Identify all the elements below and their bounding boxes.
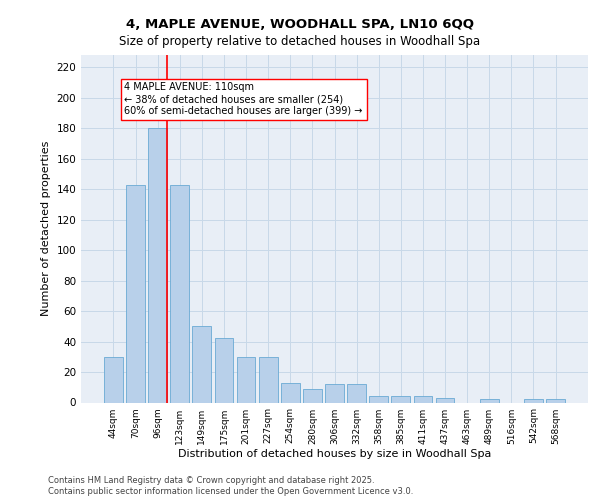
- Bar: [126, 184, 145, 402]
- Bar: [259, 357, 278, 403]
- Y-axis label: Number of detached properties: Number of detached properties: [41, 141, 51, 316]
- Bar: [281, 382, 299, 402]
- Bar: [104, 357, 123, 403]
- Bar: [391, 396, 410, 402]
- Text: 4 MAPLE AVENUE: 110sqm
← 38% of detached houses are smaller (254)
60% of semi-de: 4 MAPLE AVENUE: 110sqm ← 38% of detached…: [124, 82, 363, 116]
- Bar: [236, 357, 256, 403]
- Text: 4, MAPLE AVENUE, WOODHALL SPA, LN10 6QQ: 4, MAPLE AVENUE, WOODHALL SPA, LN10 6QQ: [126, 18, 474, 30]
- Bar: [303, 389, 322, 402]
- X-axis label: Distribution of detached houses by size in Woodhall Spa: Distribution of detached houses by size …: [178, 450, 491, 460]
- Bar: [524, 400, 543, 402]
- Text: Contains public sector information licensed under the Open Government Licence v3: Contains public sector information licen…: [48, 487, 413, 496]
- Bar: [325, 384, 344, 402]
- Bar: [370, 396, 388, 402]
- Bar: [480, 400, 499, 402]
- Bar: [148, 128, 167, 402]
- Bar: [347, 384, 366, 402]
- Bar: [436, 398, 454, 402]
- Bar: [193, 326, 211, 402]
- Bar: [546, 400, 565, 402]
- Text: Contains HM Land Registry data © Crown copyright and database right 2025.: Contains HM Land Registry data © Crown c…: [48, 476, 374, 485]
- Bar: [170, 184, 189, 402]
- Bar: [215, 338, 233, 402]
- Bar: [413, 396, 433, 402]
- Text: Size of property relative to detached houses in Woodhall Spa: Size of property relative to detached ho…: [119, 35, 481, 48]
